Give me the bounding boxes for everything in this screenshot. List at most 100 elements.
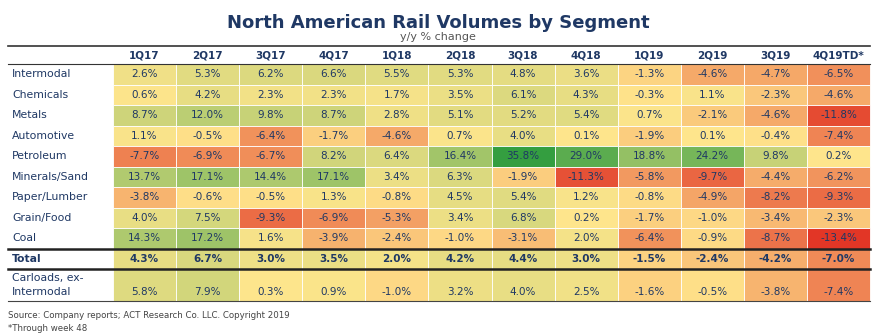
Bar: [744, 126, 807, 146]
Bar: [428, 166, 491, 187]
Text: Source: Company reports; ACT Research Co. LLC. Copyright 2019: Source: Company reports; ACT Research Co…: [8, 311, 290, 320]
Text: 17.1%: 17.1%: [317, 172, 350, 182]
Bar: [807, 269, 870, 301]
Bar: [365, 269, 428, 301]
Bar: [491, 228, 555, 249]
Text: -3.1%: -3.1%: [508, 233, 538, 243]
Text: 8.7%: 8.7%: [321, 110, 347, 120]
Bar: [365, 166, 428, 187]
Bar: [239, 187, 302, 207]
Text: 1.3%: 1.3%: [321, 192, 347, 202]
Text: -1.0%: -1.0%: [697, 213, 727, 223]
Bar: [239, 228, 302, 249]
Text: 4.5%: 4.5%: [447, 192, 473, 202]
Bar: [807, 166, 870, 187]
Bar: [428, 146, 491, 166]
Bar: [681, 249, 744, 269]
Bar: [491, 249, 555, 269]
Text: 5.3%: 5.3%: [194, 69, 221, 79]
Bar: [113, 228, 176, 249]
Bar: [807, 187, 870, 207]
Text: -9.3%: -9.3%: [823, 192, 853, 202]
Text: 4.2%: 4.2%: [445, 254, 475, 264]
Bar: [491, 166, 555, 187]
Text: Paper/Lumber: Paper/Lumber: [12, 192, 88, 202]
Text: -3.8%: -3.8%: [130, 192, 159, 202]
Bar: [428, 207, 491, 228]
Bar: [555, 126, 618, 146]
Bar: [618, 228, 681, 249]
Text: -2.1%: -2.1%: [697, 110, 727, 120]
Text: 14.4%: 14.4%: [254, 172, 287, 182]
Text: -1.5%: -1.5%: [632, 254, 666, 264]
Bar: [491, 84, 555, 105]
Text: 5.4%: 5.4%: [573, 110, 599, 120]
Bar: [491, 207, 555, 228]
Text: 1Q19: 1Q19: [634, 50, 664, 60]
Bar: [681, 166, 744, 187]
Bar: [555, 228, 618, 249]
Text: -4.4%: -4.4%: [760, 172, 790, 182]
Text: 1.1%: 1.1%: [699, 90, 725, 100]
Text: 13.7%: 13.7%: [128, 172, 161, 182]
Text: 4.3%: 4.3%: [130, 254, 159, 264]
Text: 2.8%: 2.8%: [384, 110, 410, 120]
Text: 6.4%: 6.4%: [384, 151, 410, 161]
Text: 4.8%: 4.8%: [510, 69, 536, 79]
Bar: [365, 187, 428, 207]
Text: 6.2%: 6.2%: [258, 69, 284, 79]
Bar: [113, 84, 176, 105]
Bar: [744, 228, 807, 249]
Bar: [302, 207, 365, 228]
Text: -3.8%: -3.8%: [760, 287, 790, 297]
Text: -7.4%: -7.4%: [823, 287, 853, 297]
Bar: [555, 64, 618, 84]
Bar: [365, 64, 428, 84]
Bar: [807, 146, 870, 166]
Bar: [428, 249, 491, 269]
Bar: [681, 64, 744, 84]
Bar: [113, 249, 176, 269]
Bar: [176, 84, 239, 105]
Text: 35.8%: 35.8%: [506, 151, 540, 161]
Bar: [113, 166, 176, 187]
Bar: [113, 187, 176, 207]
Text: 6.6%: 6.6%: [321, 69, 347, 79]
Text: -2.3%: -2.3%: [823, 213, 853, 223]
Text: 2.6%: 2.6%: [131, 69, 158, 79]
Text: 4Q17: 4Q17: [318, 50, 350, 60]
Text: -9.7%: -9.7%: [697, 172, 727, 182]
Text: 4.0%: 4.0%: [131, 213, 158, 223]
Bar: [239, 146, 302, 166]
Text: 5.1%: 5.1%: [447, 110, 473, 120]
Text: -4.6%: -4.6%: [823, 90, 853, 100]
Bar: [365, 84, 428, 105]
Bar: [239, 126, 302, 146]
Text: 1Q18: 1Q18: [382, 50, 412, 60]
Text: *Through week 48: *Through week 48: [8, 324, 88, 333]
Bar: [807, 84, 870, 105]
Bar: [744, 84, 807, 105]
Bar: [807, 207, 870, 228]
Text: -13.4%: -13.4%: [820, 233, 857, 243]
Bar: [618, 126, 681, 146]
Bar: [618, 187, 681, 207]
Bar: [302, 84, 365, 105]
Bar: [555, 269, 618, 301]
Bar: [302, 249, 365, 269]
Text: Total: Total: [12, 254, 42, 264]
Bar: [176, 146, 239, 166]
Bar: [176, 187, 239, 207]
Bar: [744, 105, 807, 126]
Text: Chemicals: Chemicals: [12, 90, 68, 100]
Bar: [428, 228, 491, 249]
Text: 6.3%: 6.3%: [447, 172, 473, 182]
Bar: [618, 207, 681, 228]
Bar: [555, 166, 618, 187]
Bar: [176, 64, 239, 84]
Text: 4Q19TD*: 4Q19TD*: [813, 50, 865, 60]
Text: 16.4%: 16.4%: [443, 151, 477, 161]
Text: 3.2%: 3.2%: [447, 287, 473, 297]
Text: 1.1%: 1.1%: [131, 131, 158, 141]
Bar: [302, 105, 365, 126]
